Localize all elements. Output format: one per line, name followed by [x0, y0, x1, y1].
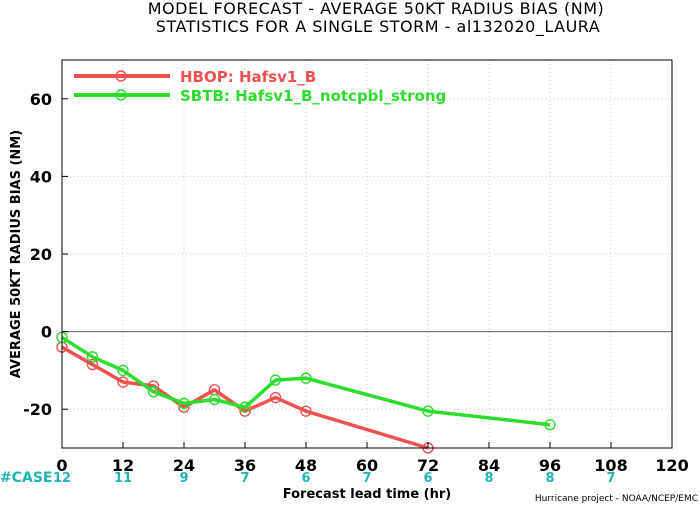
x-tick-label: 60 [356, 456, 378, 475]
chart-title-line-1: MODEL FORECAST - AVERAGE 50KT RADIUS BIA… [147, 0, 605, 18]
x-axis-title: Forecast lead time (hr) [283, 487, 451, 502]
x-tick-label: 24 [173, 456, 195, 475]
x-tick-label: 12 [112, 456, 134, 475]
y-axis-title: AVERAGE 50KT RADIUS BIAS (NM) [9, 130, 24, 378]
y-tick-label: 40 [30, 167, 52, 186]
data-point [178, 397, 190, 410]
data-point [86, 358, 99, 371]
y-tick-label: 60 [30, 90, 52, 109]
case-count-label: 6 [423, 471, 432, 486]
x-tick-label: 84 [478, 456, 500, 475]
data-point [239, 401, 251, 413]
y-tick-label: -20 [23, 400, 52, 419]
data-point [86, 351, 99, 363]
series-line-0 [61, 345, 429, 450]
series-line-1 [61, 335, 551, 427]
data-point [300, 405, 312, 417]
x-tick-label: 0 [56, 456, 67, 475]
x-tick-label: 36 [234, 456, 256, 475]
x-tick-label: 108 [594, 456, 627, 475]
data-point [269, 374, 282, 386]
case-count-label: 7 [240, 471, 249, 486]
case-count-label: 9 [179, 471, 188, 486]
y-tick-label: 0 [41, 323, 52, 342]
data-point [269, 391, 282, 404]
legend-marker-1 [115, 89, 127, 101]
data-point [422, 405, 434, 417]
case-count-label: 11 [114, 471, 132, 486]
legend-label-1: SBTB: Hafsv1_B_notcpbl_strong [180, 87, 446, 105]
legend-marker-0 [115, 70, 127, 82]
data-point [544, 419, 556, 431]
x-tick-label: 48 [295, 456, 317, 475]
case-count-label: 7 [362, 471, 371, 486]
y-tick-label: 20 [30, 245, 52, 264]
case-label: #CASE [0, 470, 53, 486]
chart-title-line-2: STATISTICS FOR A SINGLE STORM - al132020… [155, 17, 601, 36]
data-point [208, 393, 221, 406]
case-count-label: 6 [301, 471, 310, 486]
data-point [117, 376, 129, 388]
x-tick-label: 120 [655, 456, 688, 475]
credit-text: Hurricane project - NOAA/NCEP/EMC [535, 494, 698, 504]
x-tick-label: 96 [539, 456, 561, 475]
x-tick-label: 72 [417, 456, 439, 475]
case-count-label: 8 [545, 471, 554, 486]
legend-label-0: HBOP: Hafsv1_B [180, 68, 316, 86]
grid [62, 60, 672, 448]
case-count-label: 7 [606, 471, 615, 486]
data-point [117, 364, 129, 377]
case-count-label: 12 [53, 471, 71, 486]
data-point [147, 386, 160, 398]
case-count-label: 8 [484, 471, 493, 486]
data-point [300, 372, 312, 384]
